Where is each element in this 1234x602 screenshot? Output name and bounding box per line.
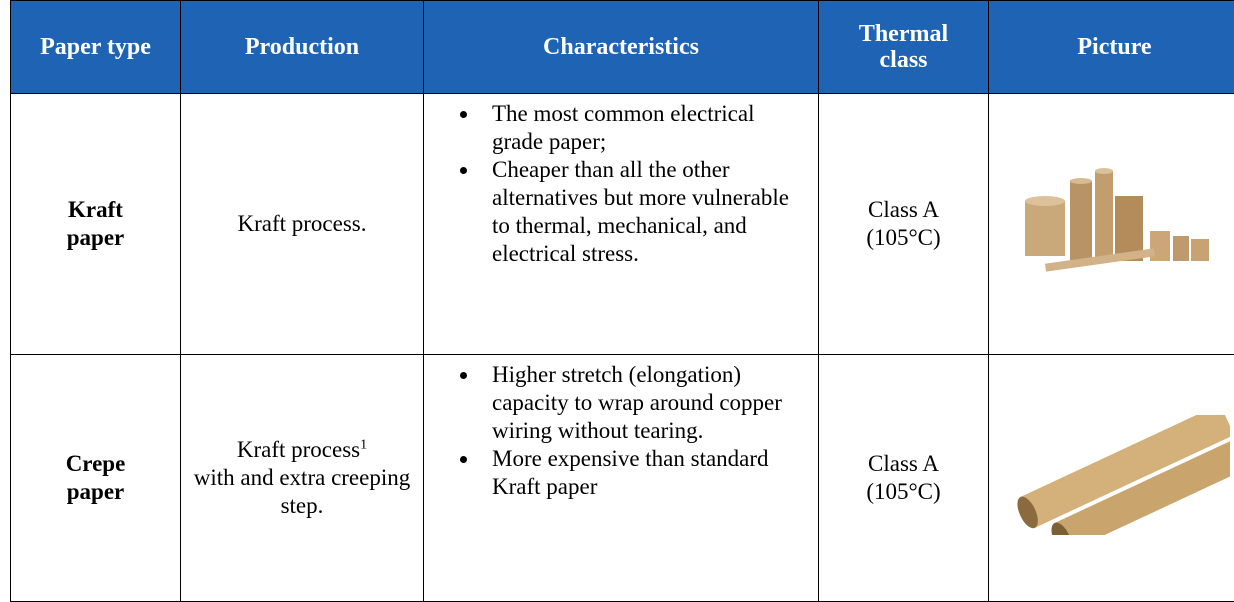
header-cell: Production	[181, 1, 424, 94]
production: Kraft process.	[237, 211, 366, 236]
cell: Kraft paper	[11, 94, 181, 355]
cell: The most common electrical grade paper; …	[424, 94, 819, 355]
paper-type: Crepe paper	[56, 450, 136, 506]
production-cont: with and extra creeping step.	[189, 464, 415, 520]
header-cell: Picture	[989, 1, 1234, 94]
thermal-temp: (105°C)	[827, 478, 980, 506]
cell: Higher stretch (elongation) capacity to …	[424, 355, 819, 602]
characteristic: Higher stretch (elongation) capacity to …	[480, 361, 810, 445]
cell: Kraft process1 with and extra creeping st…	[181, 355, 424, 602]
cell	[989, 94, 1234, 355]
kraft-picture	[1015, 161, 1215, 281]
paper-type: Kraft paper	[56, 196, 136, 252]
production: Kraft process	[237, 437, 360, 462]
table: Paper type Production Characteristics Th…	[10, 0, 1234, 602]
footnote: 1	[360, 437, 367, 452]
row: Kraft paper Kraft process. The most comm…	[11, 94, 1234, 355]
characteristic: The most common electrical grade paper;	[480, 100, 810, 156]
thermal-class: Class A	[827, 196, 980, 224]
cell: Kraft process.	[181, 94, 424, 355]
page: {"table":{"header":["Paper type","Produc…	[0, 0, 1234, 579]
cell	[989, 355, 1234, 602]
header-cell: Characteristics	[424, 1, 819, 94]
row: Crepe paper Kraft process1 with and extra…	[11, 355, 1234, 602]
thermal-class: Class A	[827, 450, 980, 478]
header-cell: Paper type	[11, 1, 181, 94]
header-text: Thermal class	[854, 21, 954, 73]
thermal-temp: (105°C)	[827, 224, 980, 252]
cell: Class A(105°C)	[819, 355, 989, 602]
header-cell: Thermal class	[819, 1, 989, 94]
header-row: Paper type Production Characteristics Th…	[11, 1, 1234, 94]
cell: Crepe paper	[11, 355, 181, 602]
characteristic: More expensive than standard Kraft paper	[480, 445, 810, 501]
characteristic: Cheaper than all the other alternatives …	[480, 156, 810, 268]
cell: Class A(105°C)	[819, 94, 989, 355]
crepe-picture	[1000, 415, 1230, 535]
